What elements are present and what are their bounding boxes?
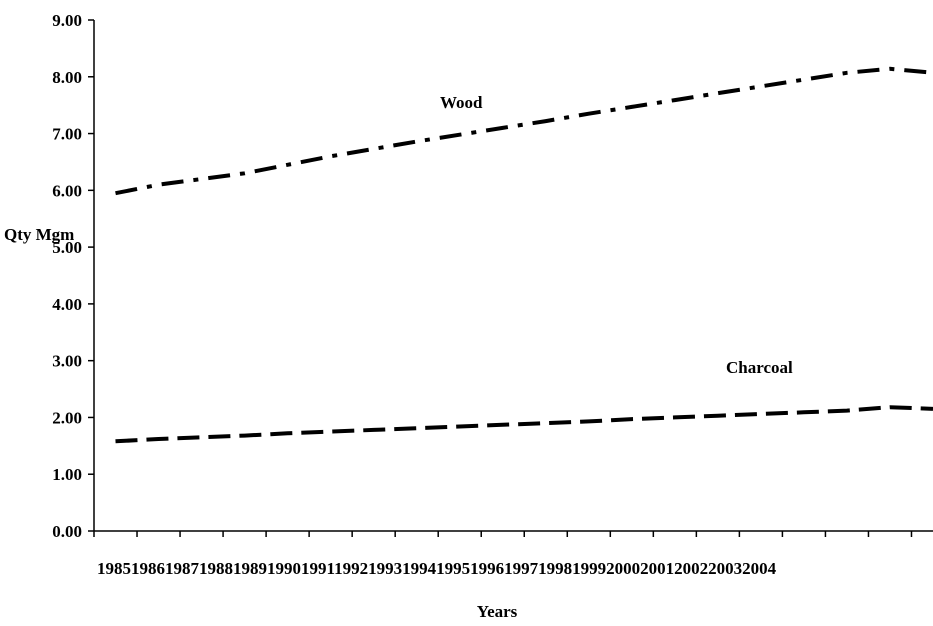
x-tick-label: 1990	[267, 559, 301, 578]
y-tick-label: 3.00	[52, 352, 82, 371]
x-tick-label: 2000	[606, 559, 640, 578]
series-label-wood: Wood	[440, 93, 483, 112]
x-axis: 1985198619871988198919901991199219931994…	[93, 530, 933, 578]
x-tick-label: 1992	[334, 559, 368, 578]
x-tick-label: 1986	[131, 559, 165, 578]
series-layer	[115, 66, 933, 444]
x-tick-label: 1993	[368, 559, 402, 578]
y-tick-label: 2.00	[52, 408, 82, 427]
y-tick-label: 4.00	[52, 295, 82, 314]
series-line-wood	[115, 66, 933, 196]
x-tick-label: 2004	[742, 559, 777, 578]
x-tick-label: 1994	[402, 559, 437, 578]
series-labels: Wood Charcoal	[440, 93, 793, 377]
y-tick-label: 0.00	[52, 522, 82, 541]
y-tick-label: 8.00	[52, 68, 82, 87]
x-axis-title: Years	[477, 602, 518, 621]
x-tick-labels: 1985198619871988198919901991199219931994…	[97, 559, 777, 578]
x-tick-label: 2001	[640, 559, 674, 578]
y-axis: 0.00 1.00 2.00 3.00 4.00 5.00 6.00 7.00 8.00 9.00	[52, 11, 95, 541]
y-tick-label: 6.00	[52, 181, 82, 200]
x-tick-label: 1998	[538, 559, 572, 578]
x-tick-label: 1999	[572, 559, 606, 578]
x-tick-label: 2002	[674, 559, 708, 578]
y-tick-label: 1.00	[52, 465, 82, 484]
y-tick-label: 9.00	[52, 11, 82, 30]
x-tick-label: 1985	[97, 559, 131, 578]
x-tick-label: 1987	[165, 559, 200, 578]
x-tick-label: 1996	[470, 559, 504, 578]
y-tick-label: 5.00	[52, 238, 82, 257]
x-tick-label: 1988	[199, 559, 233, 578]
x-tick-label: 1997	[504, 559, 539, 578]
x-tick-label: 1995	[436, 559, 470, 578]
x-tick-label: 2003	[708, 559, 742, 578]
series-label-charcoal: Charcoal	[726, 358, 793, 377]
x-tick-label: 1991	[301, 559, 335, 578]
y-axis-title: Qty Mgm	[4, 225, 74, 244]
y-tick-label: 7.00	[52, 125, 82, 144]
series-line-charcoal	[115, 405, 933, 444]
x-tick-label: 1989	[233, 559, 267, 578]
